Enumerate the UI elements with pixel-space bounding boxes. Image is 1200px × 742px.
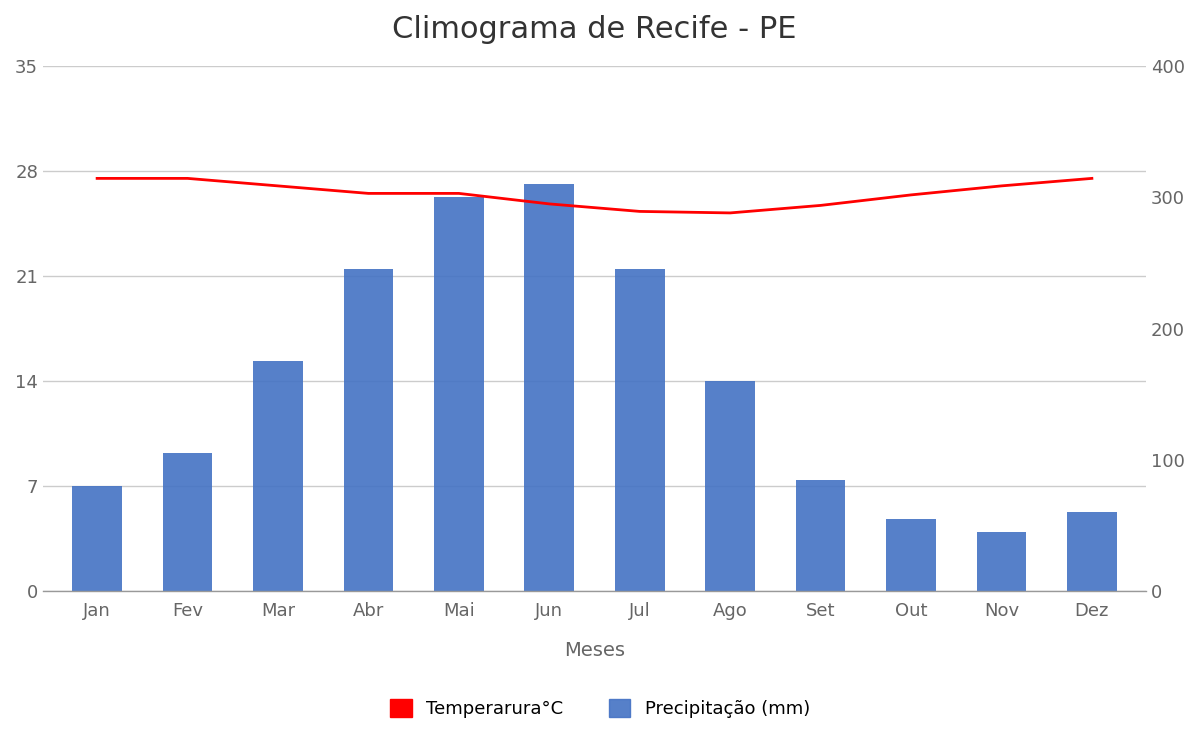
Bar <box>706 381 755 591</box>
Legend: Temperarura°C, Precipitação (mm): Temperarura°C, Precipitação (mm) <box>383 692 817 726</box>
Bar <box>253 361 302 591</box>
Bar <box>163 453 212 591</box>
Bar <box>886 519 936 591</box>
Bar <box>434 197 484 591</box>
Bar <box>524 184 574 591</box>
Bar <box>796 479 846 591</box>
Bar <box>1067 513 1117 591</box>
Bar <box>977 532 1026 591</box>
X-axis label: Meses: Meses <box>564 641 625 660</box>
Bar <box>614 269 665 591</box>
Title: Climograma de Recife - PE: Climograma de Recife - PE <box>392 15 797 44</box>
Bar <box>72 486 122 591</box>
Bar <box>343 269 394 591</box>
